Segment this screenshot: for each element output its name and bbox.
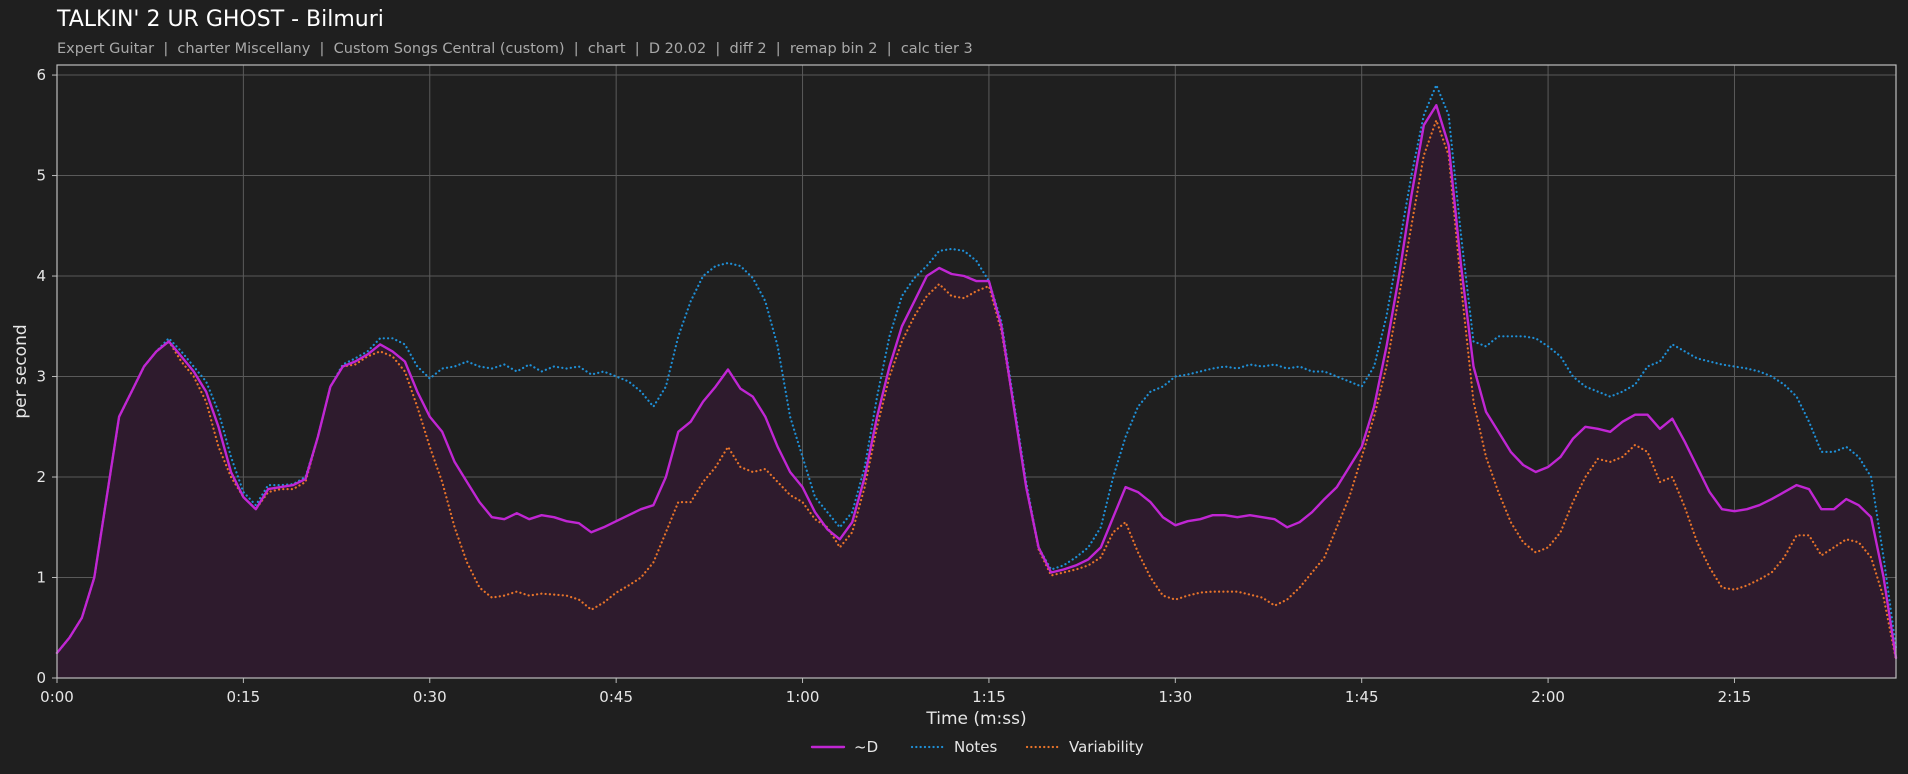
area-fill-d	[57, 105, 1896, 678]
chart-subtitle: Expert Guitar | charter Miscellany | Cus…	[57, 41, 973, 57]
x-tick-label: 1:45	[1345, 688, 1379, 706]
x-tick-label: 1:00	[786, 688, 820, 706]
y-tick-label: 1	[36, 569, 46, 587]
x-tick-label: 1:30	[1158, 688, 1192, 706]
chart-title: TALKIN' 2 UR GHOST - Bilmuri	[57, 7, 384, 32]
y-axis-ticks: 0 1 2 3 4 5 6	[36, 66, 57, 687]
x-tick-label: 1:15	[972, 688, 1006, 706]
x-tick-label: 0:15	[227, 688, 261, 706]
legend: ~D Notes Variability	[810, 738, 1144, 756]
series-line-d	[55, 104, 1898, 660]
x-tick-label: 2:15	[1718, 688, 1752, 706]
y-tick-label: 5	[36, 167, 46, 185]
y-tick-label: 2	[36, 468, 46, 486]
legend-label: Variability	[1069, 738, 1144, 756]
y-tick-label: 0	[36, 669, 46, 687]
series-line-variability	[55, 119, 1898, 661]
plot-frame	[56, 64, 1897, 679]
x-axis-ticks: 0:00 0:15 0:30 0:45 1:00 1:15 1:30 1:45 2:00 2:15	[40, 678, 1751, 706]
x-tick-label: 2:00	[1531, 688, 1565, 706]
y-axis-title: per second	[11, 324, 31, 418]
legend-label: ~D	[854, 738, 878, 756]
x-tick-label: 0:45	[599, 688, 633, 706]
y-tick-label: 4	[36, 267, 46, 285]
x-tick-label: 0:30	[413, 688, 447, 706]
legend-label: Notes	[954, 738, 998, 756]
series-line-notes	[55, 84, 1898, 654]
x-tick-label: 0:00	[40, 688, 74, 706]
y-tick-label: 6	[36, 66, 46, 84]
x-axis-title: Time (m:ss)	[925, 709, 1026, 729]
y-tick-label: 3	[36, 368, 46, 386]
